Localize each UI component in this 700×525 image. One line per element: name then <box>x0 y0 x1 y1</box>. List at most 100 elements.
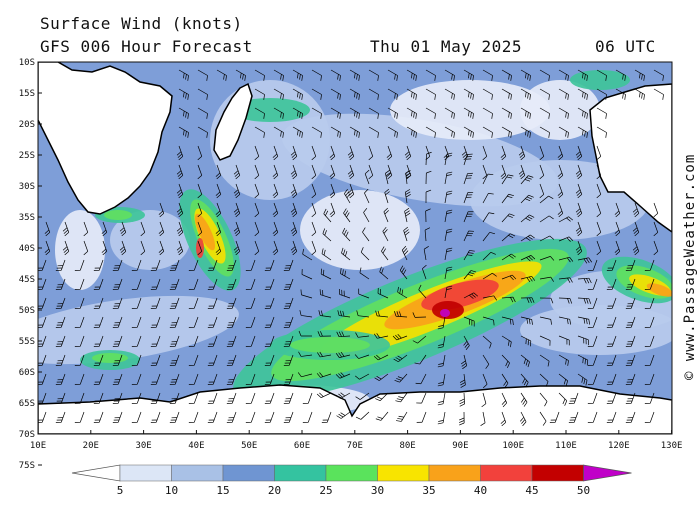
wind-barb <box>520 354 530 368</box>
wind-barb <box>93 297 104 309</box>
wind-barb <box>150 335 161 347</box>
wind-barb <box>375 392 389 402</box>
latitude-label: 20S <box>19 120 35 130</box>
wind-barb <box>443 145 450 161</box>
wind-barb <box>463 88 474 100</box>
wind-field <box>38 62 672 434</box>
wind-barb <box>319 289 332 299</box>
wind-barb <box>362 227 370 242</box>
wind-barb <box>387 69 398 81</box>
wind-barb <box>119 221 127 237</box>
wind-barb <box>404 189 411 204</box>
wind-barb <box>264 316 275 328</box>
wind-barb <box>463 270 477 280</box>
wind-barb <box>273 88 284 100</box>
wind-barb <box>558 297 573 304</box>
wind-barb <box>539 235 555 242</box>
wind-barb <box>355 392 370 400</box>
wind-barb <box>416 392 427 404</box>
wind-barb <box>368 164 374 180</box>
wind-barb <box>188 297 199 309</box>
wind-barb <box>403 226 410 242</box>
wind-barb <box>55 297 66 309</box>
wind-barb <box>625 373 636 385</box>
wind-barb <box>463 192 474 204</box>
wind-barb <box>330 88 341 100</box>
wind-barb <box>368 107 379 119</box>
wind-barb <box>347 183 355 199</box>
wind-barb <box>482 69 493 81</box>
wind-barb <box>373 333 389 339</box>
wind-barb <box>587 278 598 290</box>
wind-barb <box>405 170 412 185</box>
wind-barb <box>558 335 570 346</box>
wind-barb <box>226 278 237 290</box>
wind-barb <box>437 335 446 349</box>
wind-barb <box>245 354 256 366</box>
wind-barb <box>520 234 535 242</box>
wind-barb <box>577 335 589 346</box>
wind-barb <box>290 164 298 180</box>
wind-barb <box>349 107 360 119</box>
wind-barb <box>377 287 389 299</box>
wind-barb <box>644 335 655 347</box>
wind-barb <box>226 297 237 309</box>
wind-barb <box>501 354 510 369</box>
wind-barb <box>207 354 218 366</box>
wind-barb <box>539 392 548 407</box>
wind-barb <box>412 335 427 344</box>
forecast-time: 06 UTC <box>595 37 656 56</box>
wind-barb <box>379 266 389 280</box>
wind-barb <box>444 247 453 261</box>
longitude-label: 30E <box>135 441 151 451</box>
wind-barb <box>321 411 332 423</box>
wind-barb <box>539 145 545 161</box>
wind-barb <box>539 276 554 282</box>
wind-barb <box>188 278 199 290</box>
wind-barb <box>349 88 360 100</box>
wind-barb <box>38 259 47 271</box>
wind-barb <box>292 107 303 119</box>
wind-barb <box>463 335 470 350</box>
wind-barb <box>614 240 621 256</box>
forecast-date: Thu 01 May 2025 <box>370 37 522 56</box>
wind-barb <box>311 145 317 161</box>
wind-barb <box>392 333 408 341</box>
wind-barb <box>311 221 317 237</box>
wind-barb <box>625 335 636 347</box>
wind-barb <box>482 335 492 349</box>
wind-barb <box>558 107 569 119</box>
wind-barb <box>297 372 313 378</box>
longitude-label: 100E <box>502 441 524 451</box>
colorbar-label: 25 <box>319 484 332 497</box>
wind-barb <box>577 373 588 386</box>
wind-barb <box>463 292 479 299</box>
wind-barb <box>500 164 507 180</box>
latitude-label: 60S <box>19 368 35 378</box>
wind-barb <box>386 164 393 180</box>
wind-barb <box>335 372 351 379</box>
wind-barb <box>283 278 294 290</box>
wind-barb <box>482 193 494 204</box>
wind-barb <box>501 88 512 100</box>
wind-barb <box>264 392 275 404</box>
colorbar-swatch <box>325 464 378 482</box>
latitude-label: 15S <box>19 89 35 99</box>
wind-barb <box>254 202 260 218</box>
wind-barb <box>463 172 473 185</box>
wind-barb <box>606 278 617 290</box>
wind-barb <box>482 316 495 326</box>
wind-barb <box>283 259 294 271</box>
wind-barb <box>347 164 355 180</box>
wind-barb <box>360 247 370 261</box>
australia-land <box>589 83 672 233</box>
wind-barb <box>188 259 199 271</box>
wind-barb <box>169 411 180 423</box>
wind-barb <box>406 69 417 81</box>
wind-barb <box>644 297 655 309</box>
wind-barb <box>112 335 123 347</box>
wind-barb <box>625 392 636 404</box>
colorbar-label: 20 <box>268 484 281 497</box>
wind-barb <box>394 373 408 383</box>
wind-barb <box>197 107 208 119</box>
